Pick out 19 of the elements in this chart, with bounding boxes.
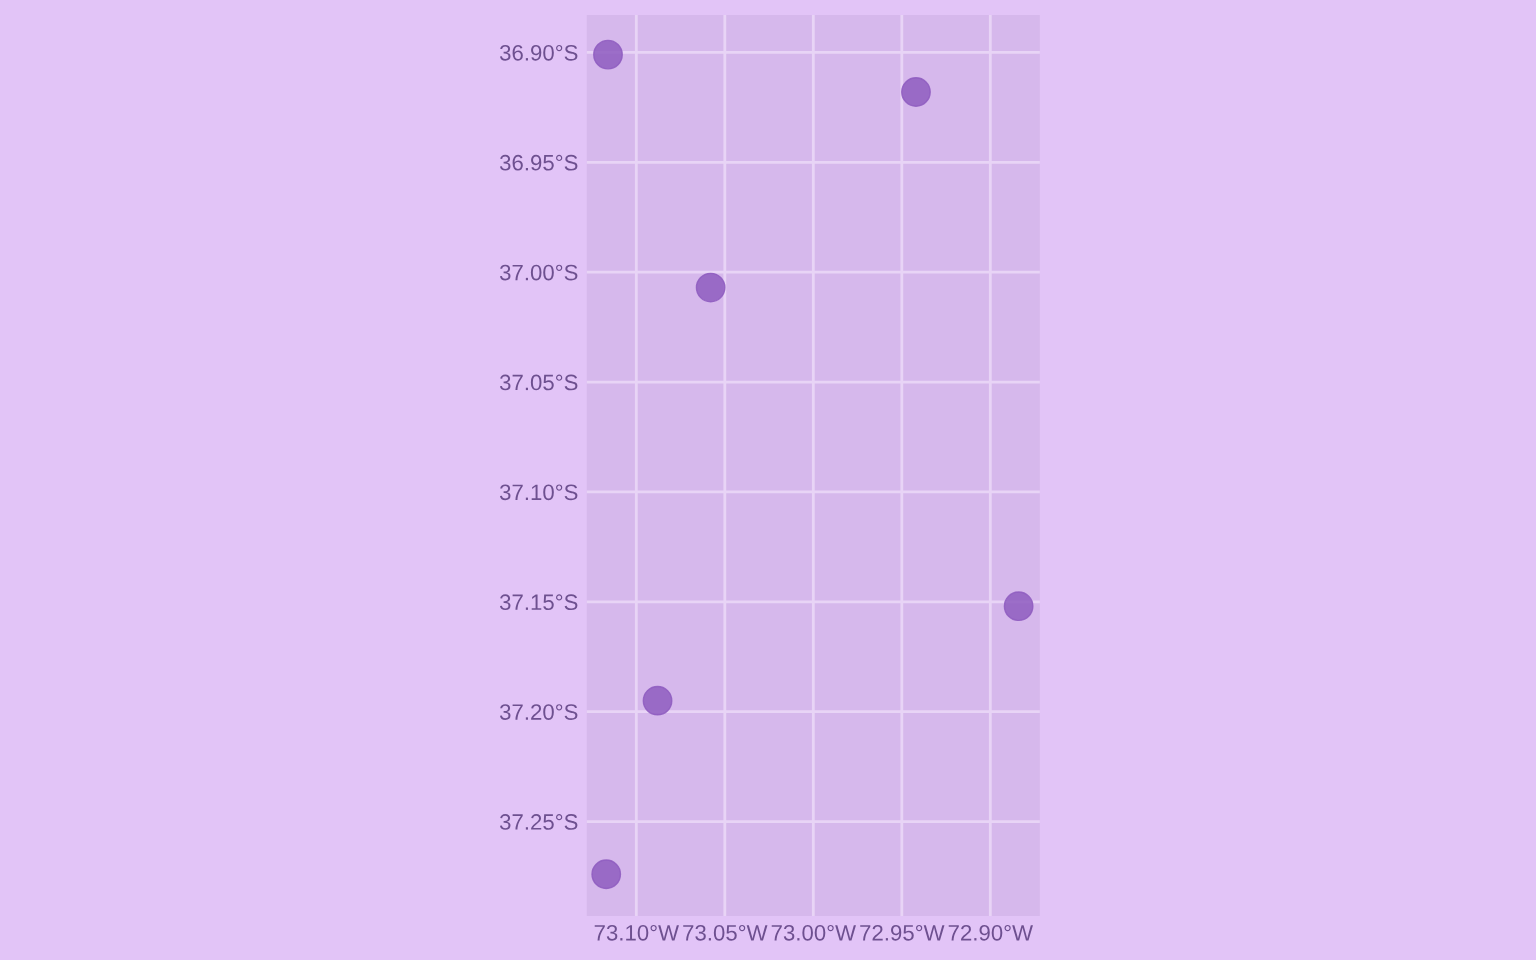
y-tick-label: 37.25°S [499, 814, 578, 830]
point [1003, 591, 1034, 622]
point [901, 77, 931, 107]
x-tick-label: 72.95°W [860, 924, 945, 941]
y-tick-label: 37.10°S [499, 484, 578, 501]
point [593, 39, 623, 70]
x-tick-label: 73.10°W [594, 924, 679, 941]
y-tick-label: 37.05°S [499, 374, 578, 391]
x-tick-label: 73.05°W [683, 924, 768, 941]
y-tick-label: 36.95°S [499, 154, 578, 171]
y-tick-label: 37.20°S [499, 704, 578, 720]
x-tick-label: 72.90°W [948, 924, 1033, 941]
y-tick-label: 36.90°S [499, 44, 578, 61]
point [591, 859, 622, 890]
point [642, 685, 673, 716]
point [695, 272, 726, 303]
x-tick-label: 73.00°W [771, 924, 856, 941]
y-tick-label: 37.15°S [499, 594, 578, 611]
y-tick-label: 37.00°S [499, 264, 578, 281]
